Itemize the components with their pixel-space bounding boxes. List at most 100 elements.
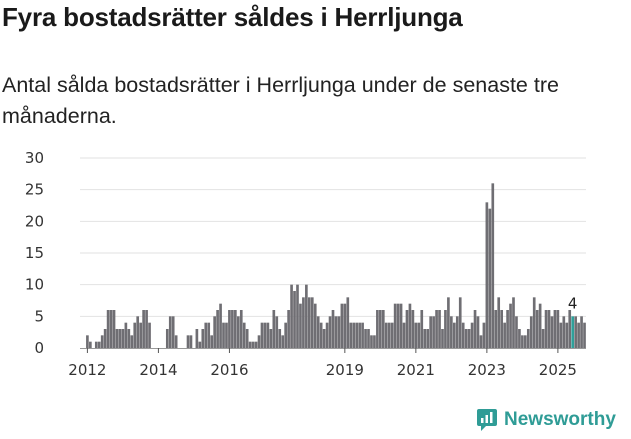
bar (568, 310, 572, 348)
bar (470, 322, 474, 348)
bar (148, 322, 151, 348)
bar (381, 310, 385, 348)
bar (127, 329, 131, 348)
bar (426, 329, 430, 348)
bar (121, 329, 125, 348)
bar (574, 316, 577, 348)
bar (402, 322, 406, 348)
bar (447, 297, 450, 348)
bar (287, 310, 290, 348)
chart-subtitle: Antal sålda bostadsrätter i Herrljunga u… (2, 73, 559, 128)
y-tick-label: 0 (34, 339, 44, 357)
bar (367, 329, 370, 348)
bar (97, 341, 101, 348)
bar (355, 322, 358, 348)
bar (376, 310, 379, 348)
bar (254, 341, 258, 348)
bar (272, 310, 276, 348)
bar (216, 310, 219, 348)
bar (441, 329, 444, 348)
bar (346, 297, 350, 348)
bar (349, 322, 353, 348)
bar (526, 329, 530, 348)
bar (450, 316, 453, 348)
bar (222, 322, 225, 348)
bar (553, 310, 557, 348)
bar-highlight (571, 316, 575, 348)
bar (583, 322, 586, 348)
bar (420, 310, 424, 348)
bar (482, 322, 486, 348)
bar (494, 310, 498, 348)
bar (384, 322, 388, 348)
bar (390, 322, 394, 348)
bar (509, 303, 512, 348)
bar (204, 322, 208, 348)
bar (260, 322, 264, 348)
bar (541, 329, 545, 348)
bar (201, 329, 205, 348)
bar (455, 316, 459, 348)
bar (373, 335, 376, 348)
bar (319, 322, 323, 348)
bar (251, 341, 255, 348)
bar (361, 322, 364, 348)
bar (343, 303, 347, 348)
bar (488, 208, 492, 348)
bar (396, 303, 400, 348)
y-tick-label: 25 (25, 181, 44, 199)
bar (145, 310, 148, 348)
x-tick-label: 2012 (68, 361, 106, 379)
chart-title: Fyra bostadsrätter såldes i Herrljunga (2, 2, 463, 32)
bar (399, 303, 403, 348)
bar (278, 329, 282, 348)
bar (497, 297, 501, 348)
bar (219, 303, 222, 348)
bar (337, 316, 341, 348)
bar (328, 316, 332, 348)
bar (435, 310, 438, 348)
bar (423, 329, 427, 348)
bar (461, 322, 465, 348)
bar (393, 303, 397, 348)
bar (529, 316, 533, 348)
bar (358, 322, 361, 348)
bar (325, 322, 329, 348)
bar (562, 316, 566, 348)
bar (379, 310, 382, 348)
bar (228, 310, 231, 348)
bar (473, 310, 477, 348)
bar (174, 335, 178, 348)
x-tick-label: 2021 (397, 361, 435, 379)
bar (532, 297, 536, 348)
bar (207, 322, 211, 348)
bar (518, 329, 521, 348)
bar (411, 310, 415, 348)
bar (168, 316, 172, 348)
bar (485, 202, 489, 348)
bar (547, 310, 551, 348)
bar (89, 341, 92, 348)
bar (231, 310, 234, 348)
x-tick-label: 2025 (539, 361, 577, 379)
bar (213, 316, 216, 348)
bar (236, 316, 240, 348)
bar (290, 284, 293, 348)
newsworthy-logo-icon (477, 409, 497, 431)
x-tick-label: 2016 (210, 361, 248, 379)
bar (313, 303, 317, 348)
bar (405, 310, 409, 348)
bar (535, 310, 539, 348)
newsworthy-logo[interactable]: Newsworthy (476, 408, 616, 432)
x-tick-label: 2023 (468, 361, 506, 379)
bar (198, 341, 202, 348)
bar (467, 329, 471, 348)
bar (464, 329, 468, 348)
bar (94, 341, 98, 348)
bar (452, 322, 456, 348)
bar (352, 322, 356, 348)
bar (544, 310, 548, 348)
bar (515, 316, 518, 348)
bar (512, 297, 515, 348)
